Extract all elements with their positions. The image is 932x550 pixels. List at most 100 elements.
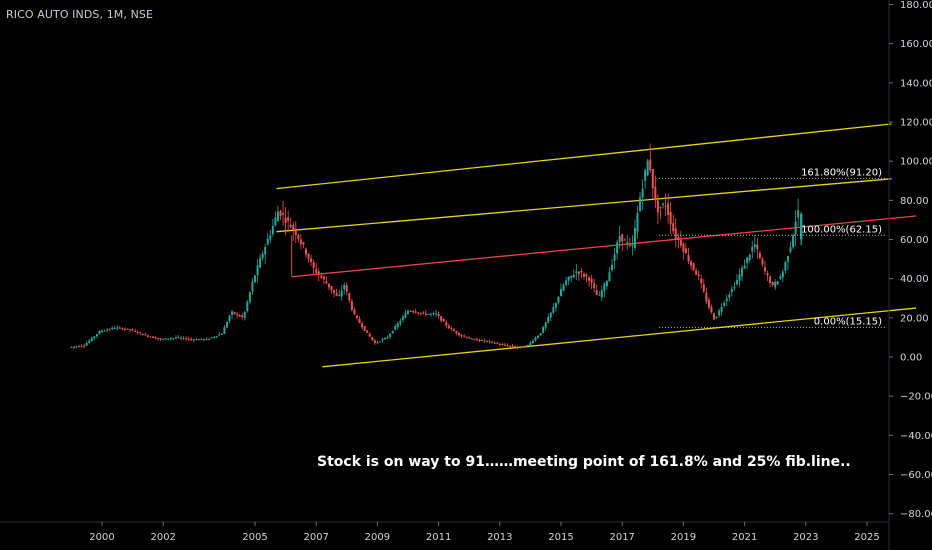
- candle-body: [335, 293, 338, 296]
- candle-body: [169, 338, 172, 340]
- candle-body: [679, 240, 682, 246]
- candle-body: [90, 337, 93, 341]
- price-axis-label: −40.00: [900, 431, 932, 442]
- candle-body: [764, 267, 766, 272]
- time-axis-label: 2013: [487, 532, 512, 543]
- candle-body: [572, 274, 575, 278]
- time-axis-label: 2021: [732, 532, 757, 543]
- candle-body: [121, 328, 124, 330]
- candle-body: [312, 262, 315, 269]
- candle-body: [381, 339, 384, 341]
- candle-body: [422, 312, 425, 314]
- price-axis-label: 80.00: [900, 196, 929, 207]
- price-axis-label: 180.00: [900, 0, 932, 11]
- candle-body: [631, 244, 634, 246]
- candle-body: [649, 159, 652, 171]
- candle-body: [325, 281, 328, 284]
- candle-body: [605, 280, 608, 287]
- candle-body: [463, 335, 466, 337]
- candle-body: [118, 327, 121, 329]
- candle-body: [294, 228, 297, 236]
- candle-body: [758, 253, 761, 259]
- fib-level-label: 0.00%(15.15): [814, 316, 882, 327]
- candle-body: [651, 169, 654, 189]
- candle-body: [641, 188, 644, 198]
- candle-body: [659, 206, 662, 208]
- candle-body: [702, 284, 705, 292]
- price-axis-label: −80.00: [900, 509, 932, 520]
- candle-body: [409, 310, 412, 312]
- candle-body: [276, 211, 279, 222]
- channel-line-lower[interactable]: [322, 307, 917, 368]
- candle-body: [220, 333, 223, 335]
- candle-body: [613, 254, 616, 261]
- candle-body: [677, 237, 680, 240]
- candle-body: [223, 327, 226, 334]
- candle-body: [70, 346, 73, 348]
- candle-body: [203, 339, 205, 341]
- candle-body: [580, 271, 583, 273]
- candle-body: [218, 334, 221, 336]
- candle-body: [769, 276, 772, 284]
- candle-body: [116, 327, 119, 329]
- price-axis-label: 40.00: [900, 274, 929, 285]
- candle-body: [238, 315, 241, 317]
- time-axis-label: 2000: [89, 532, 114, 543]
- candle-body: [248, 292, 251, 303]
- candle-body: [794, 221, 797, 235]
- price-axis-label: 160.00: [900, 39, 932, 50]
- candle-body: [154, 337, 157, 339]
- candle-body: [544, 322, 547, 328]
- candle-body: [172, 337, 175, 339]
- candle-body: [399, 320, 402, 324]
- price-axis-label: −60.00: [900, 470, 932, 481]
- candle-body: [480, 339, 483, 341]
- price-axis-label: 0.00: [900, 353, 922, 364]
- candle-body: [761, 258, 764, 265]
- time-axis-label: 2017: [609, 532, 634, 543]
- price-axis-label: 60.00: [900, 235, 929, 246]
- candle-body: [585, 274, 588, 277]
- candle-body: [511, 345, 514, 347]
- candle-body: [93, 336, 96, 339]
- candle-body: [157, 338, 160, 340]
- candle-body: [200, 338, 203, 340]
- candle-body: [554, 302, 557, 308]
- candle-body: [713, 313, 715, 320]
- candle-body: [766, 273, 769, 276]
- candle-body: [654, 186, 657, 201]
- candle-body: [751, 246, 754, 252]
- candle-body: [289, 224, 292, 228]
- candle-body: [350, 301, 353, 311]
- candle-body: [600, 290, 603, 298]
- candle-body: [682, 243, 685, 252]
- candle-body: [639, 197, 642, 212]
- candle-body: [486, 340, 489, 342]
- candle-body: [623, 239, 626, 241]
- price-axis[interactable]: 180.00 160.00 140.00 120.00 100.00 80.00 60.00…: [888, 0, 932, 550]
- candle-body: [628, 244, 631, 246]
- candle-body: [460, 334, 463, 337]
- candle-body: [781, 271, 784, 278]
- time-axis[interactable]: 2000 2002 2005 2007 2009 2011 2013 2015 2017 2019…: [0, 521, 889, 543]
- candle-body: [192, 339, 195, 341]
- candle-body: [542, 326, 545, 333]
- channel-line-upper[interactable]: [276, 123, 892, 190]
- channel-line-middle[interactable]: [276, 178, 892, 233]
- candle-body: [516, 346, 519, 348]
- candle-body: [503, 344, 506, 346]
- candle-body: [557, 296, 560, 303]
- candle-body: [353, 309, 356, 315]
- candle-body: [407, 310, 409, 314]
- candle-body: [131, 329, 134, 331]
- candle-body: [386, 337, 389, 339]
- candle-body: [302, 242, 305, 245]
- candle-body: [491, 341, 494, 343]
- candle-body: [697, 274, 700, 277]
- candle-body: [445, 322, 448, 326]
- regression-line[interactable]: [291, 215, 917, 278]
- candle-body: [162, 338, 165, 340]
- candle-body: [488, 341, 491, 343]
- candle-body: [656, 200, 659, 213]
